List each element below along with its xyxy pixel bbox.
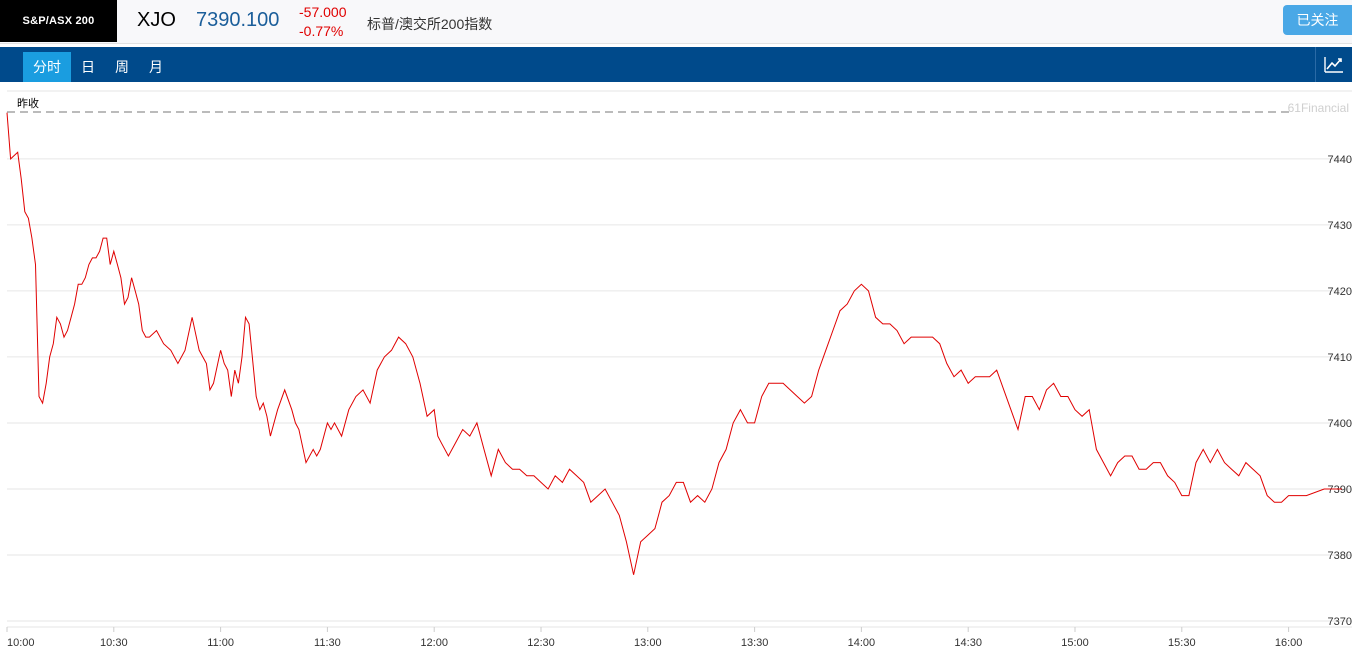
tab-weekly[interactable]: 周 — [115, 59, 129, 75]
line-chart-icon[interactable] — [1315, 47, 1352, 82]
x-tick-label: 15:30 — [1168, 637, 1196, 649]
change-value: -57.000 — [299, 4, 347, 20]
tab-daily[interactable]: 日 — [81, 59, 95, 75]
change-percent: -0.77% — [299, 23, 344, 39]
x-tick-label: 11:00 — [207, 637, 234, 649]
period-tabbar: 分时 日 周 月 — [0, 47, 1352, 82]
y-tick-label: 7390 — [1328, 484, 1352, 496]
y-tick-label: 7410 — [1328, 352, 1352, 364]
y-tick-label: 7430 — [1328, 220, 1352, 232]
y-tick-label: 7440 — [1328, 154, 1352, 166]
tab-intraday[interactable]: 分时 — [23, 52, 71, 82]
y-tick-label: 7370 — [1328, 616, 1352, 628]
x-tick-label: 16:00 — [1275, 637, 1303, 649]
tab-monthly[interactable]: 月 — [149, 59, 163, 75]
index-name: 标普/澳交所200指数 — [367, 16, 493, 32]
x-tick-label: 10:30 — [100, 637, 128, 649]
price-line — [6, 112, 1342, 575]
chart-grid — [7, 90, 1352, 622]
x-axis: 10:00 10:30 11:00 11:30 12:00 12:30 13:00 13:30… — [6, 626, 1352, 649]
watermark: 61Financial — [1288, 101, 1349, 115]
x-tick-label: 12:30 — [527, 637, 555, 649]
y-tick-label: 7380 — [1328, 550, 1352, 562]
prev-close-label: 昨收 — [17, 96, 39, 110]
x-tick-label: 11:30 — [314, 637, 341, 649]
follow-button[interactable]: 已关注 — [1283, 5, 1352, 35]
x-tick-label: 12:00 — [420, 637, 448, 649]
index-logo: S&P/ASX 200 — [0, 0, 117, 42]
x-tick-label: 13:00 — [634, 637, 662, 649]
x-tick-label: 14:00 — [848, 637, 876, 649]
x-tick-label: 15:00 — [1061, 637, 1089, 649]
quote-header: S&P/ASX 200 XJO 7390.100 -57.000 -0.77% … — [0, 0, 1352, 44]
price-change: -57.000 -0.77% — [299, 3, 346, 41]
y-tick-label: 7400 — [1328, 418, 1352, 430]
x-tick-label: 14:30 — [954, 637, 982, 649]
y-axis: 7370 7380 7390 7400 7410 7420 7430 7440 — [1328, 154, 1352, 628]
x-tick-label: 13:30 — [741, 637, 769, 649]
y-tick-label: 7420 — [1328, 286, 1352, 298]
ticker-symbol: XJO — [137, 9, 176, 31]
last-price: 7390.100 — [196, 9, 280, 31]
x-tick-label: 10:00 — [7, 637, 35, 649]
